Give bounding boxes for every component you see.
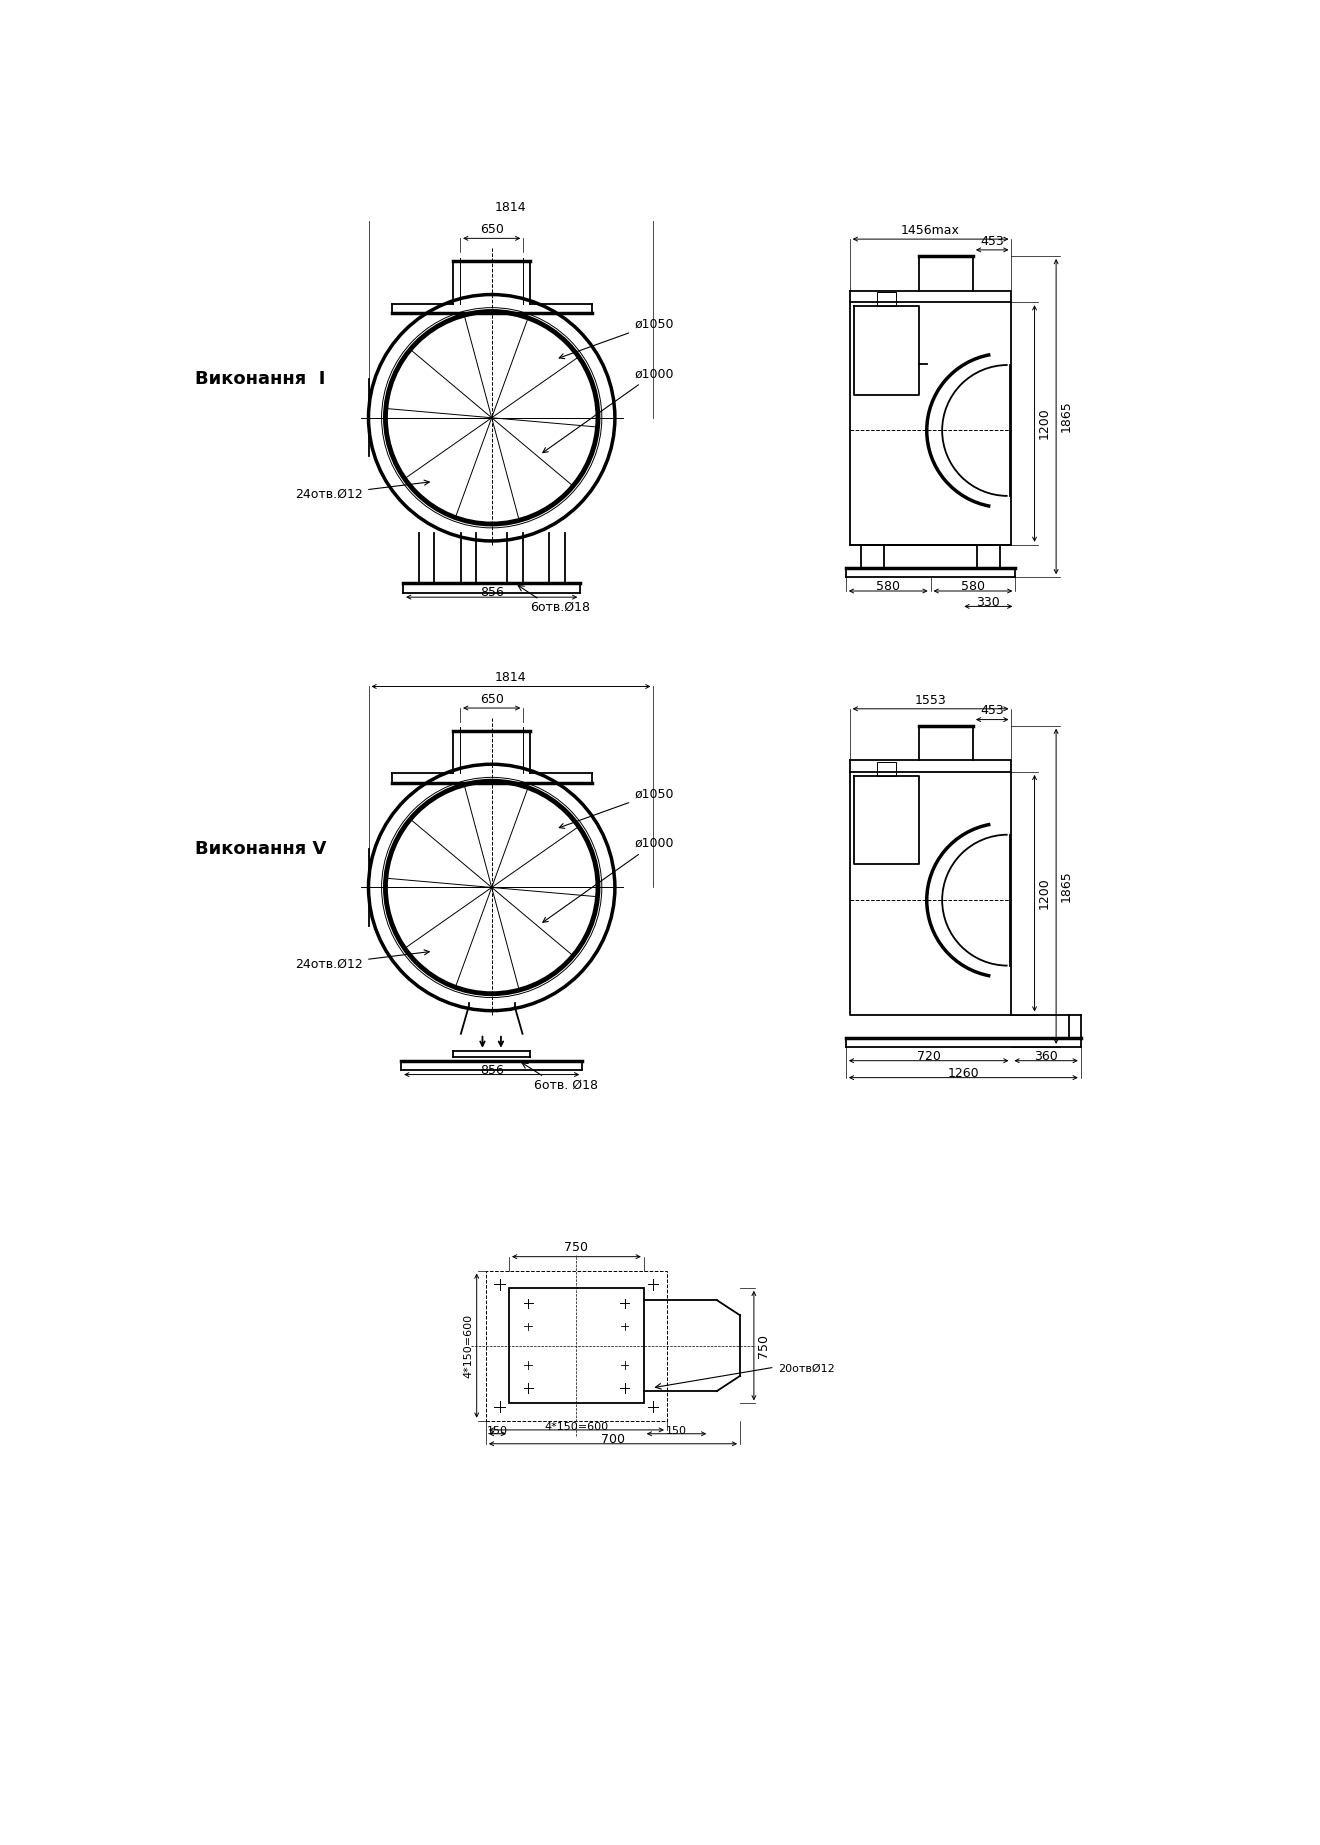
Text: 1200: 1200 xyxy=(1038,408,1051,439)
Bar xyxy=(486,1271,667,1421)
Text: Виконання V: Виконання V xyxy=(195,839,326,858)
Text: 700: 700 xyxy=(601,1434,624,1446)
Text: 1200: 1200 xyxy=(1038,878,1051,910)
Text: 580: 580 xyxy=(876,581,900,594)
Text: 650: 650 xyxy=(479,692,504,707)
Text: 1553: 1553 xyxy=(915,694,946,707)
Text: 1814: 1814 xyxy=(495,201,527,214)
Text: 4*150=600: 4*150=600 xyxy=(463,1314,474,1378)
Bar xyxy=(510,1288,644,1404)
Text: 856: 856 xyxy=(479,587,504,600)
Text: 1260: 1260 xyxy=(948,1066,979,1079)
Text: 580: 580 xyxy=(961,581,985,594)
Text: 453: 453 xyxy=(981,705,1005,718)
Text: 856: 856 xyxy=(479,1065,504,1077)
Bar xyxy=(876,292,896,306)
Text: 24отв.Ø12: 24отв.Ø12 xyxy=(296,950,429,970)
Text: 6отв.Ø18: 6отв.Ø18 xyxy=(531,601,590,614)
Text: Виконання  І: Виконання І xyxy=(195,371,326,387)
Bar xyxy=(876,762,896,775)
Text: 6отв. Ø18: 6отв. Ø18 xyxy=(535,1079,598,1092)
Text: 4*150=600: 4*150=600 xyxy=(544,1422,609,1432)
Text: 150: 150 xyxy=(487,1426,508,1435)
Text: 1865: 1865 xyxy=(1059,400,1072,432)
Text: ø1050: ø1050 xyxy=(560,788,673,828)
Text: 750: 750 xyxy=(565,1242,589,1255)
Text: 24отв.Ø12: 24отв.Ø12 xyxy=(296,480,429,500)
Text: 720: 720 xyxy=(916,1050,941,1063)
Text: 650: 650 xyxy=(479,223,504,236)
Text: 1865: 1865 xyxy=(1059,871,1072,902)
Text: 360: 360 xyxy=(1035,1050,1057,1063)
Text: 330: 330 xyxy=(977,596,1001,609)
Text: 750: 750 xyxy=(756,1334,770,1358)
Text: 453: 453 xyxy=(981,234,1005,247)
Text: ø1000: ø1000 xyxy=(543,367,673,452)
Text: 150: 150 xyxy=(667,1426,686,1435)
Text: ø1000: ø1000 xyxy=(543,838,673,922)
Text: 1814: 1814 xyxy=(495,672,527,684)
Text: ø1050: ø1050 xyxy=(560,317,673,358)
Text: 20отвØ12: 20отвØ12 xyxy=(779,1363,836,1375)
Text: 1456max: 1456max xyxy=(902,223,960,236)
